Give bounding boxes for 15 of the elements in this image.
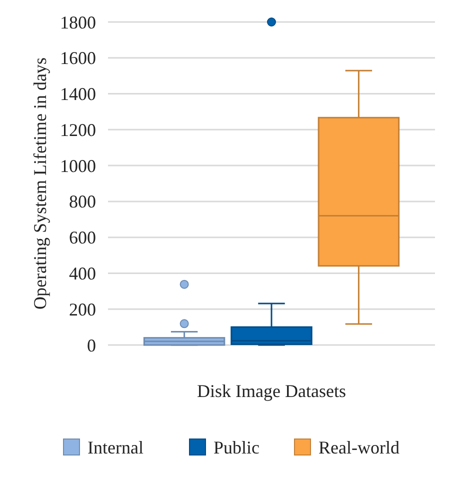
y-axis-title: Operating System Lifetime in days (30, 58, 50, 310)
y-tick-label: 1000 (60, 156, 96, 176)
y-tick-label: 800 (69, 192, 96, 212)
legend-label: Internal (88, 437, 144, 458)
legend-label: Real-world (318, 437, 400, 458)
y-tick-label: 400 (69, 264, 96, 284)
y-tick-label: 1400 (60, 84, 96, 104)
y-tick-label: 200 (69, 299, 96, 320)
y-tick-label: 0 (87, 335, 96, 356)
legend-label: Public (214, 437, 260, 458)
y-tick-label: 600 (69, 228, 96, 248)
y-tick-label: 1200 (60, 120, 96, 140)
x-axis-title: Disk Image Datasets (197, 381, 346, 401)
y-tick-label: 1600 (60, 48, 96, 68)
y-tick-label: 1800 (60, 12, 96, 32)
